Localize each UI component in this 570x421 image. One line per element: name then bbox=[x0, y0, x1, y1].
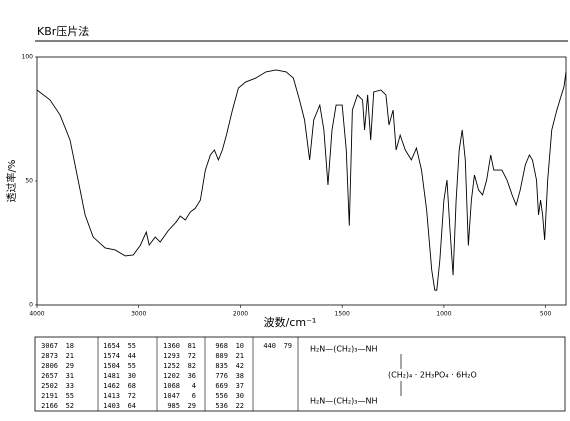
peak-wavenumber: 1403 bbox=[103, 402, 120, 410]
peak-transmittance: 55 bbox=[128, 342, 136, 350]
peak-transmittance: 21 bbox=[236, 352, 244, 360]
x-tick-label: 2000 bbox=[233, 311, 248, 318]
peak-transmittance: 52 bbox=[66, 402, 74, 410]
peak-wavenumber: 556 bbox=[215, 392, 228, 400]
peak-wavenumber: 2166 bbox=[41, 402, 58, 410]
peak-wavenumber: 1413 bbox=[103, 392, 120, 400]
peak-transmittance: 30 bbox=[128, 372, 136, 380]
peak-transmittance: 4 bbox=[192, 382, 196, 390]
peak-wavenumber: 1654 bbox=[103, 342, 120, 350]
peak-wavenumber: 2191 bbox=[41, 392, 58, 400]
peak-transmittance: 68 bbox=[128, 382, 136, 390]
peak-wavenumber: 1574 bbox=[103, 352, 120, 360]
peak-wavenumber: 1202 bbox=[163, 372, 180, 380]
peak-transmittance: 36 bbox=[188, 372, 196, 380]
x-axis-label: 波数/cm⁻¹ bbox=[264, 316, 317, 329]
peak-wavenumber: 1047 bbox=[163, 392, 180, 400]
peak-wavenumber: 1504 bbox=[103, 362, 120, 370]
peak-wavenumber: 1481 bbox=[103, 372, 120, 380]
formula-top: H₂N—(CH₂)₃—NH bbox=[310, 345, 377, 354]
peak-transmittance: 72 bbox=[188, 352, 196, 360]
peak-transmittance: 72 bbox=[128, 392, 136, 400]
chart-title: KBr压片法 bbox=[37, 24, 89, 38]
y-axis-label: 透过率/% bbox=[5, 160, 18, 203]
peak-transmittance: 10 bbox=[236, 342, 244, 350]
peak-transmittance: 21 bbox=[66, 352, 74, 360]
peak-wavenumber: 3067 bbox=[41, 342, 58, 350]
peak-transmittance: 55 bbox=[66, 392, 74, 400]
peak-wavenumber: 440 bbox=[263, 342, 276, 350]
peak-wavenumber: 2502 bbox=[41, 382, 58, 390]
peak-transmittance: 31 bbox=[66, 372, 74, 380]
y-tick-label: 0 bbox=[29, 302, 33, 309]
peak-transmittance: 37 bbox=[236, 382, 244, 390]
peak-wavenumber: 669 bbox=[215, 382, 228, 390]
spectrum-line bbox=[36, 69, 567, 291]
peak-wavenumber: 889 bbox=[215, 352, 228, 360]
peak-wavenumber: 1360 bbox=[163, 342, 180, 350]
peak-transmittance: 42 bbox=[236, 362, 244, 370]
formula-middle: (CH₂)₄ · 2H₃PO₄ · 6H₂O bbox=[388, 371, 477, 380]
x-tick-label: 3000 bbox=[131, 311, 146, 318]
peak-wavenumber: 1068 bbox=[163, 382, 180, 390]
peak-wavenumber: 1462 bbox=[103, 382, 120, 390]
peak-table-frame bbox=[34, 336, 566, 412]
peak-wavenumber: 2873 bbox=[41, 352, 58, 360]
peak-transmittance: 29 bbox=[66, 362, 74, 370]
x-tick-label: 1000 bbox=[436, 311, 451, 318]
peak-transmittance: 79 bbox=[284, 342, 292, 350]
x-tick-label: 500 bbox=[540, 311, 552, 318]
peak-wavenumber: 1293 bbox=[163, 352, 180, 360]
formula-bottom: H₂N—(CH₂)₃—NH bbox=[310, 397, 377, 406]
peak-transmittance: 22 bbox=[236, 402, 244, 410]
y-tick-label: 100 bbox=[22, 54, 34, 61]
peak-wavenumber: 968 bbox=[215, 342, 228, 350]
peak-wavenumber: 536 bbox=[215, 402, 228, 410]
y-tick-label: 50 bbox=[25, 178, 33, 185]
x-tick-label: 1500 bbox=[335, 311, 350, 318]
peak-transmittance: 55 bbox=[128, 362, 136, 370]
peak-wavenumber: 835 bbox=[215, 362, 228, 370]
peak-transmittance: 81 bbox=[188, 342, 196, 350]
peak-wavenumber: 985 bbox=[167, 402, 180, 410]
peak-transmittance: 30 bbox=[236, 392, 244, 400]
peak-transmittance: 82 bbox=[188, 362, 196, 370]
peak-wavenumber: 776 bbox=[215, 372, 228, 380]
peak-transmittance: 18 bbox=[66, 342, 74, 350]
peak-transmittance: 6 bbox=[192, 392, 196, 400]
peak-wavenumber: 2806 bbox=[41, 362, 58, 370]
peak-transmittance: 38 bbox=[236, 372, 244, 380]
peak-transmittance: 64 bbox=[128, 402, 136, 410]
peak-transmittance: 33 bbox=[66, 382, 74, 390]
peak-transmittance: 44 bbox=[128, 352, 136, 360]
peak-transmittance: 29 bbox=[188, 402, 196, 410]
peak-wavenumber: 1252 bbox=[163, 362, 180, 370]
peak-wavenumber: 2657 bbox=[41, 372, 58, 380]
x-tick-label: 4000 bbox=[29, 311, 44, 318]
